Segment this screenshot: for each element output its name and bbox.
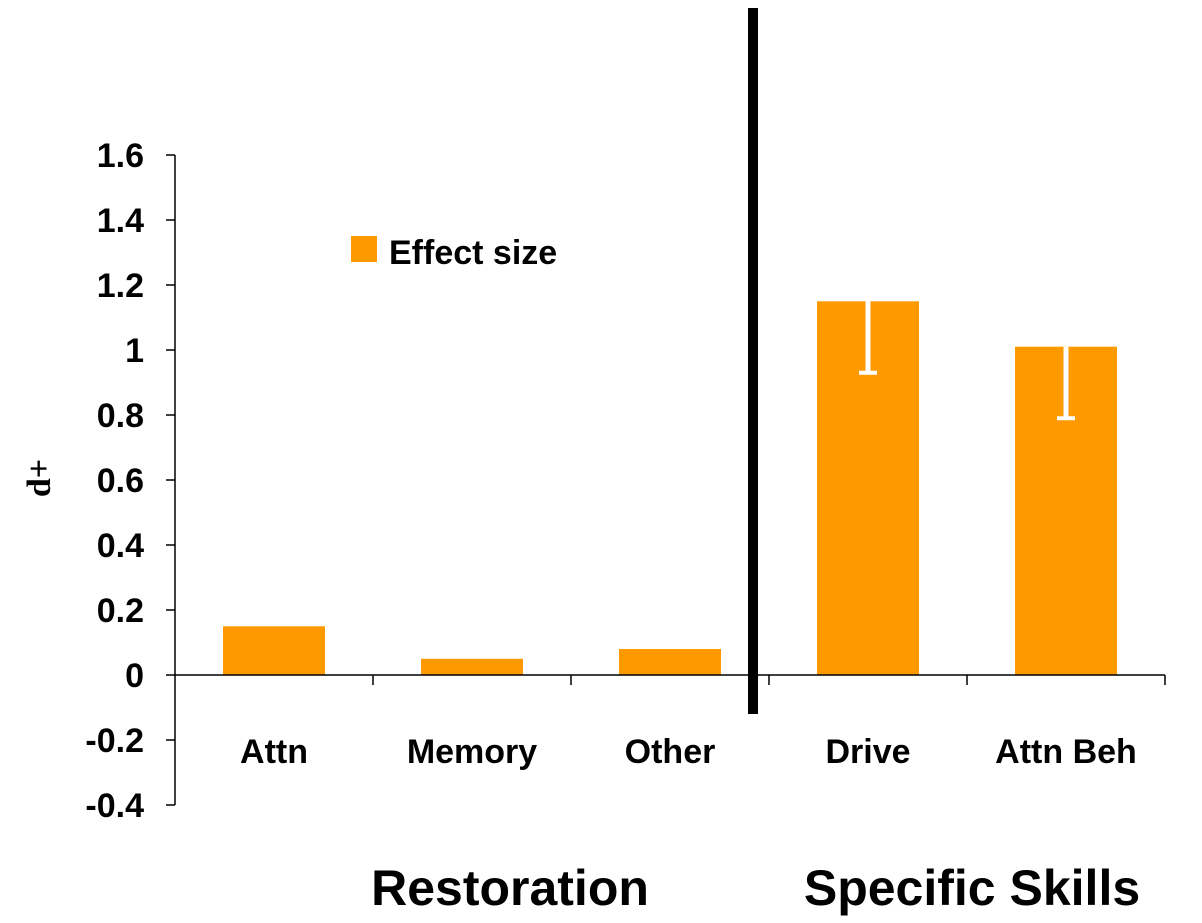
category-label-drive: Drive <box>825 733 910 771</box>
legend-swatch <box>351 236 377 262</box>
bars-layer <box>223 301 1117 676</box>
legend: Effect size <box>351 234 557 272</box>
category-label-attn-beh: Attn Beh <box>995 733 1137 771</box>
legend-label: Effect size <box>389 234 557 272</box>
y-tick-label: 0.6 <box>97 462 144 500</box>
y-tick-label: 0.4 <box>97 527 144 565</box>
group-label-specific-skills: Specific Skills <box>804 860 1140 916</box>
bar-attn <box>223 626 325 676</box>
bar-other <box>619 649 721 675</box>
y-axis-label: d+ <box>21 459 58 497</box>
category-label-memory: Memory <box>407 733 537 771</box>
y-tick-label: 1 <box>125 332 144 370</box>
y-tick-label: 0.2 <box>97 592 144 630</box>
y-tick-label: 1.6 <box>97 137 144 175</box>
group-label-restoration: Restoration <box>371 860 649 916</box>
y-tick-label: 1.2 <box>97 267 144 305</box>
y-tick-label: 1.4 <box>97 202 144 240</box>
bar-memory <box>421 658 523 676</box>
category-label-attn: Attn <box>240 733 308 771</box>
category-label-other: Other <box>625 733 716 771</box>
y-tick-label: -0.4 <box>85 787 144 825</box>
y-tick-label: 0.8 <box>97 397 144 435</box>
y-tick-label: 0 <box>125 657 144 695</box>
y-tick-label: -0.2 <box>85 722 144 760</box>
axes-layer <box>166 8 1166 806</box>
labels-layer: Attn Memory Other Drive Attn Beh 1.6 1.4 1.2 1 0.… <box>85 137 1140 916</box>
